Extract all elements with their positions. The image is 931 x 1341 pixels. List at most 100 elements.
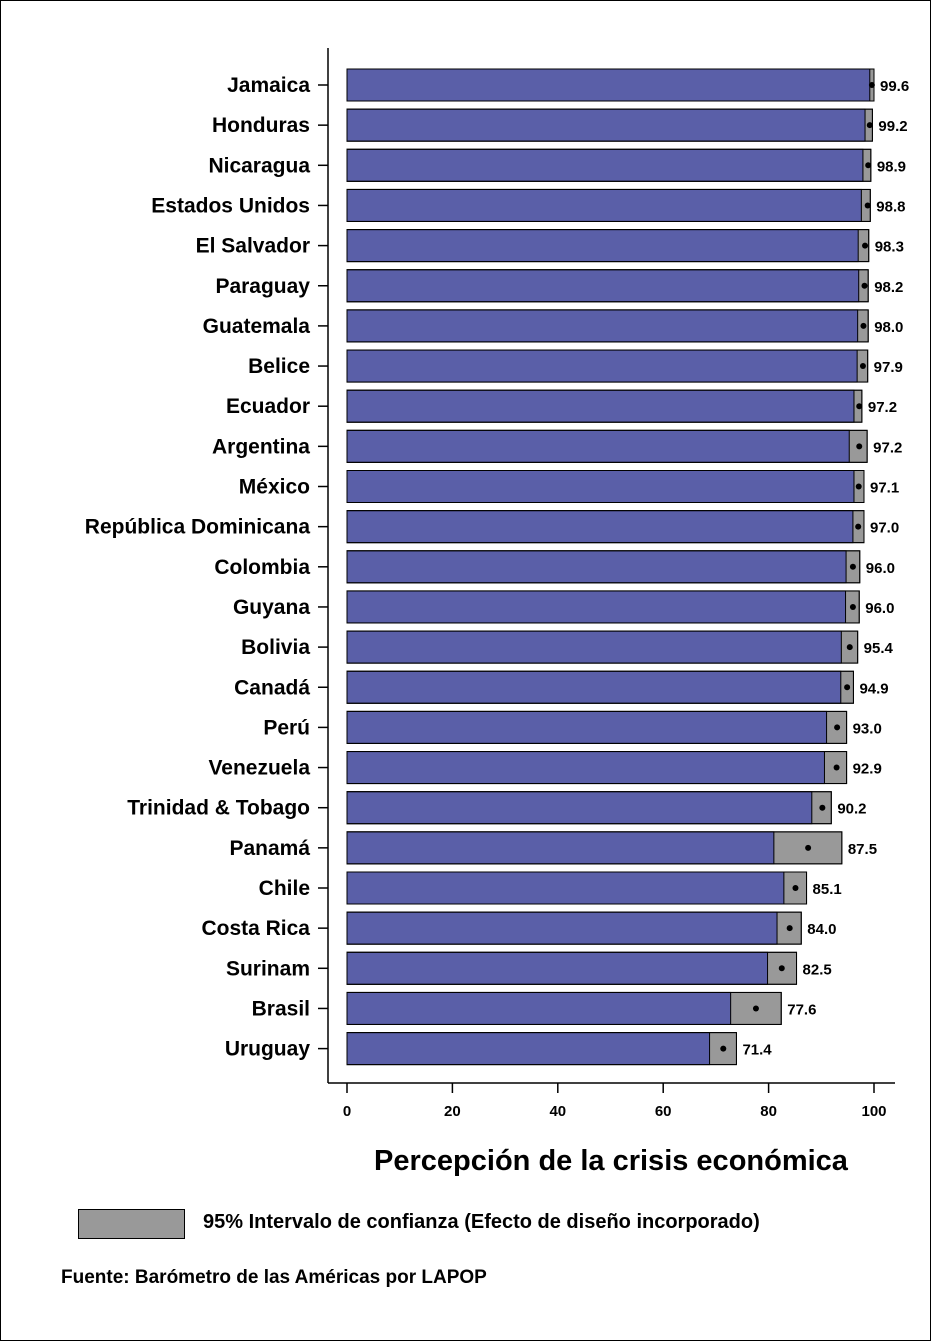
category-label-nicaragua: Nicaragua <box>208 154 310 177</box>
value-label-nicaragua: 98.9 <box>877 158 906 175</box>
category-label-paraguay: Paraguay <box>215 275 310 298</box>
bar-outline-guyana <box>346 590 860 624</box>
value-label-argentina: 97.2 <box>873 439 902 456</box>
legend-ci-swatch <box>78 1209 185 1239</box>
point-estimate-jamaica <box>868 82 875 88</box>
bar-honduras <box>346 108 866 142</box>
category-label-brasil: Brasil <box>252 997 310 1020</box>
bar-outline-venezuela <box>346 751 848 785</box>
bar-chart: Jamaica 99.6 Honduras 99.2 Nicaragua 98.9 Esta… <box>85 48 909 1177</box>
category-label-estados-unidos: Estados Unidos <box>151 194 310 217</box>
bar-outline-bolivia <box>346 630 859 664</box>
bar-outline-canada <box>346 670 854 704</box>
point-estimate-trinidad-and-tobago <box>819 804 826 811</box>
category-label-el-salvador: El Salvador <box>196 235 310 258</box>
bar-republica-dominicana <box>346 510 854 544</box>
value-label-republica-dominicana: 97.0 <box>870 520 899 537</box>
point-estimate-colombia <box>849 563 856 570</box>
category-label-ecuador: Ecuador <box>226 395 310 418</box>
value-label-guyana: 96.0 <box>865 600 894 617</box>
bar-bolivia <box>346 630 842 664</box>
bar-brasil <box>346 991 732 1025</box>
bar-belice <box>346 349 858 383</box>
point-estimate-costa-rica <box>786 925 793 932</box>
category-label-colombia: Colombia <box>214 556 310 579</box>
point-estimate-canada <box>844 684 851 691</box>
value-label-surinam: 82.5 <box>803 961 832 978</box>
point-estimate-mexico <box>855 483 862 490</box>
value-label-honduras: 99.2 <box>878 118 907 135</box>
bar-outline-costa-rica <box>346 911 802 945</box>
point-estimate-bolivia <box>846 644 853 651</box>
category-label-honduras: Honduras <box>212 114 310 137</box>
category-label-panama: Panamá <box>229 837 310 860</box>
bar-outline-argentina <box>346 429 868 463</box>
value-label-uruguay: 71.4 <box>742 1042 772 1059</box>
bar-outline-peru <box>346 710 848 744</box>
category-label-guatemala: Guatemala <box>203 315 311 338</box>
value-label-guatemala: 98.0 <box>874 319 903 336</box>
point-estimate-chile <box>792 885 799 891</box>
bar-chile <box>346 871 785 905</box>
bar-outline-belice <box>346 349 869 383</box>
value-label-ecuador: 97.2 <box>868 399 897 416</box>
value-label-venezuela: 92.9 <box>853 761 882 778</box>
x-tick-label-20: 20 <box>444 1103 461 1120</box>
category-label-mexico: México <box>239 476 310 499</box>
bar-outline-trinidad-and-tobago <box>346 791 832 825</box>
value-label-chile: 85.1 <box>813 881 842 898</box>
category-label-chile: Chile <box>259 877 310 900</box>
category-label-surinam: Surinam <box>226 957 310 980</box>
bar-peru <box>346 710 828 744</box>
bar-outline-brasil <box>346 991 782 1025</box>
value-label-trinidad-and-tobago: 90.2 <box>837 801 866 818</box>
bar-outline-chile <box>346 871 808 905</box>
x-tick-label-100: 100 <box>861 1103 886 1120</box>
bar-venezuela <box>346 751 825 785</box>
bar-estados-unidos <box>346 188 862 222</box>
bar-outline-mexico <box>346 470 865 503</box>
category-label-uruguay: Uruguay <box>225 1038 311 1061</box>
point-estimate-honduras <box>866 122 873 129</box>
source-note: Fuente: Barómetro de las Américas por LA… <box>61 1267 487 1288</box>
value-label-costa-rica: 84.0 <box>807 921 836 938</box>
point-estimate-uruguay <box>720 1045 727 1052</box>
bar-colombia <box>346 550 847 584</box>
bar-jamaica <box>346 68 871 102</box>
bar-trinidad-and-tobago <box>346 791 813 825</box>
x-tick-label-80: 80 <box>760 1103 777 1120</box>
category-label-peru: Perú <box>263 716 310 739</box>
value-label-mexico: 97.1 <box>870 480 899 497</box>
point-estimate-el-salvador <box>862 242 869 249</box>
bar-outline-surinam <box>346 951 798 985</box>
bar-el-salvador <box>346 229 859 263</box>
bar-panama <box>346 831 775 865</box>
category-label-costa-rica: Costa Rica <box>201 917 310 940</box>
category-label-bolivia: Bolivia <box>241 636 310 659</box>
bars-layer <box>346 68 875 1066</box>
bar-outline-el-salvador <box>346 229 870 263</box>
labels-layer: Jamaica 99.6 Honduras 99.2 Nicaragua 98.9 Esta… <box>85 74 909 1120</box>
value-label-el-salvador: 98.3 <box>875 239 904 256</box>
value-label-bolivia: 95.4 <box>864 640 894 657</box>
bar-outline-paraguay <box>346 269 869 303</box>
bar-nicaragua <box>346 148 864 182</box>
bar-argentina <box>346 429 850 463</box>
legend-ci-label: 95% Intervalo de confianza (Efecto de di… <box>203 1211 760 1233</box>
category-label-argentina: Argentina <box>212 435 310 458</box>
value-label-panama: 87.5 <box>848 841 877 858</box>
bar-outline-panama <box>346 831 843 865</box>
category-label-venezuela: Venezuela <box>208 757 310 780</box>
x-tick-label-60: 60 <box>655 1103 672 1120</box>
x-axis-title: Percepción de la crisis económica <box>374 1145 849 1177</box>
point-estimate-argentina <box>856 443 863 450</box>
value-label-paraguay: 98.2 <box>874 279 903 296</box>
category-label-jamaica: Jamaica <box>227 74 310 97</box>
bar-outline-guatemala <box>346 309 869 343</box>
value-label-belice: 97.9 <box>874 359 903 376</box>
bar-canada <box>346 670 842 704</box>
value-label-canada: 94.9 <box>859 680 888 697</box>
point-estimate-surinam <box>778 965 785 972</box>
point-estimate-panama <box>805 844 812 851</box>
bar-mexico <box>346 470 855 503</box>
